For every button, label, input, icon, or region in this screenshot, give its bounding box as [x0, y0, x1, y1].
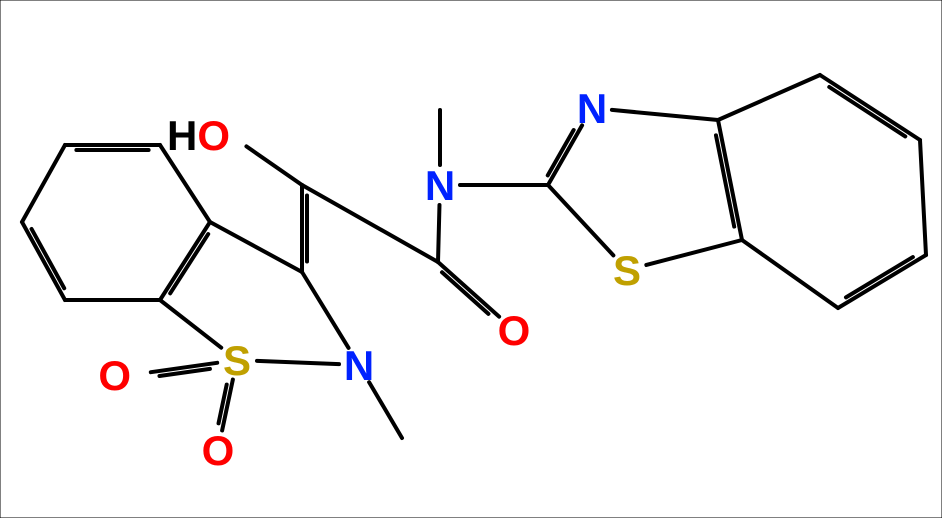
atom-N2: N	[577, 85, 607, 132]
frame	[1, 1, 941, 517]
atom-S1: S	[613, 247, 641, 294]
atom-O3: O	[98, 352, 131, 399]
atom-O2: O	[498, 307, 531, 354]
atom-S2: S	[223, 337, 251, 384]
atom-N1: N	[425, 162, 455, 209]
molecule-diagram: HO O O O N N N S S	[0, 0, 942, 518]
atom-N3: N	[344, 342, 374, 389]
atom-O4: O	[202, 427, 235, 474]
atom-O1: HO	[167, 112, 230, 159]
